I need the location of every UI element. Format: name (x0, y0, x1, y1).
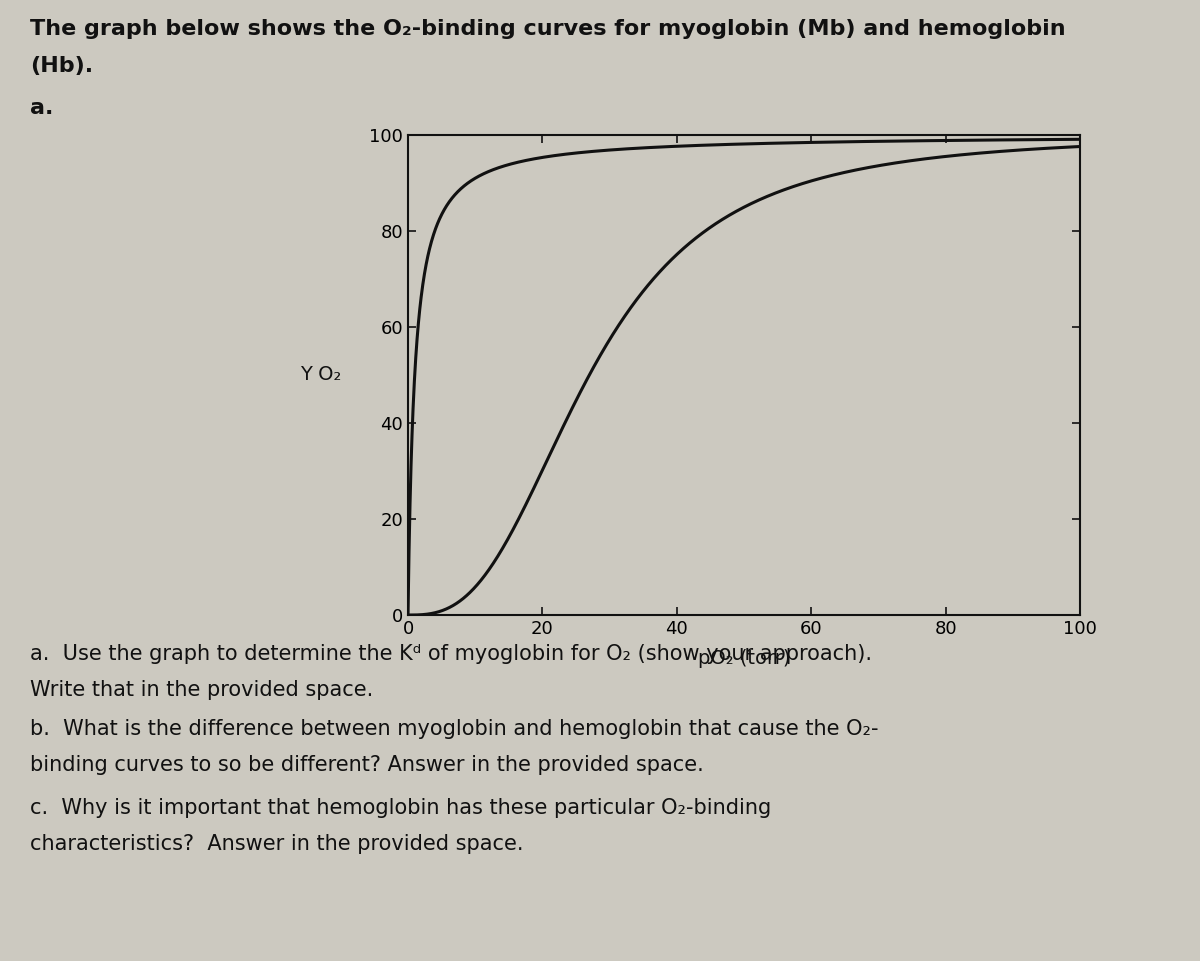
Text: The graph below shows the O₂-binding curves for myoglobin (Mb) and hemoglobin: The graph below shows the O₂-binding cur… (30, 19, 1066, 39)
Text: (Hb).: (Hb). (30, 56, 94, 76)
Text: b.  What is the difference between myoglobin and hemoglobin that cause the O₂-: b. What is the difference between myoglo… (30, 719, 878, 739)
Text: a.  Use the graph to determine the Kᵈ of myoglobin for O₂ (show your approach).: a. Use the graph to determine the Kᵈ of … (30, 644, 872, 664)
Text: characteristics?  Answer in the provided space.: characteristics? Answer in the provided … (30, 834, 523, 854)
X-axis label: pO₂ (torr): pO₂ (torr) (697, 649, 791, 668)
Y-axis label: Y O₂: Y O₂ (300, 365, 341, 384)
Text: a.: a. (30, 98, 53, 118)
Text: c.  Why is it important that hemoglobin has these particular O₂-binding: c. Why is it important that hemoglobin h… (30, 798, 772, 818)
Text: Write that in the provided space.: Write that in the provided space. (30, 680, 373, 701)
Text: binding curves to so be different? Answer in the provided space.: binding curves to so be different? Answe… (30, 755, 703, 776)
